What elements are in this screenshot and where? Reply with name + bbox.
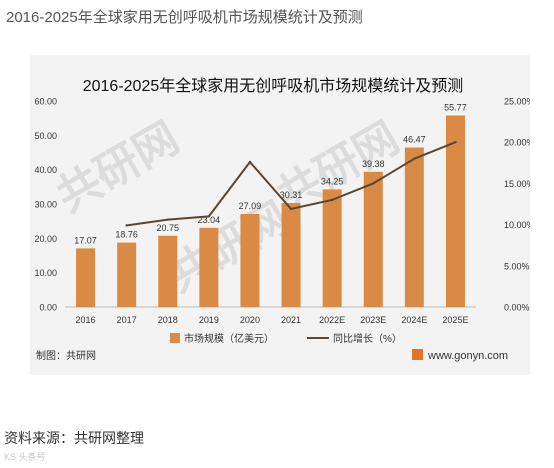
bar-2023E: [363, 171, 383, 307]
y-right-tick-label: 0.00%: [504, 303, 530, 313]
chart-title: 2016-2025年全球家用无创呼吸机市场规模统计及预测: [83, 77, 464, 95]
bar-value-label: 34.25: [321, 176, 344, 186]
bar-value-label: 55.77: [444, 103, 467, 113]
y-left-tick-label: 50.00: [34, 131, 57, 141]
x-tick-label: 2024E: [401, 315, 427, 325]
y-left-tick-label: 40.00: [34, 165, 57, 175]
bar-2017: [117, 242, 137, 307]
growth-point-2018: [166, 218, 169, 221]
y-left-tick-label: 0.00: [39, 303, 57, 313]
growth-point-2019: [207, 215, 211, 218]
x-tick-label: 2025E: [442, 315, 468, 325]
y-left-tick-label: 10.00: [34, 268, 57, 278]
y-right-tick-label: 25.00%: [504, 97, 530, 107]
y-left-tick-label: 30.00: [34, 200, 57, 210]
source-note: 资料来源：共研网整理: [4, 430, 144, 446]
bar-2016: [76, 248, 96, 307]
x-tick-label: 2019: [199, 315, 219, 325]
growth-point-2021: [289, 207, 293, 211]
x-tick-label: 2023E: [360, 315, 386, 325]
bar-2022E: [322, 189, 342, 307]
bar-value-label: 46.47: [403, 134, 426, 144]
y-right-tick-label: 10.00%: [504, 220, 530, 230]
growth-point-2025E: [454, 141, 457, 144]
growth-point-2020: [248, 160, 252, 164]
chart-credit: 制图：共研网: [36, 349, 96, 362]
x-tick-label: 2021: [281, 315, 301, 325]
legend-bar-swatch: [170, 333, 180, 343]
growth-point-2017: [125, 224, 128, 227]
watermark-text-0: 共研网: [48, 113, 187, 221]
site-logo-icon: [412, 349, 423, 360]
bar-value-label: 18.76: [115, 230, 138, 240]
y-left-tick-label: 60.00: [34, 97, 57, 107]
bar-2025E: [445, 115, 465, 307]
bar-value-label: 30.31: [280, 190, 303, 200]
y-left-tick-label: 20.00: [34, 234, 57, 244]
x-tick-label: 2022E: [319, 315, 345, 325]
bar-2024E: [404, 147, 424, 307]
chart-svg: 共研网 共研网共研网2016-2025年全球家用无创呼吸机市场规模统计及预测0.0…: [34, 77, 530, 362]
bar-value-label: 39.38: [362, 159, 385, 169]
site-url: www.gonyn.com: [427, 350, 508, 362]
x-tick-label: 2018: [158, 315, 178, 325]
bar-2020: [240, 213, 260, 307]
page-title: 2016-2025年全球家用无创呼吸机市场规模统计及预测: [6, 9, 363, 26]
bar-value-label: 20.75: [156, 223, 179, 233]
bar-2019: [199, 227, 219, 307]
x-tick-label: 2016: [76, 315, 96, 325]
x-tick-label: 2017: [117, 315, 137, 325]
bar-value-label: 23.04: [198, 215, 221, 225]
growth-point-2023E: [372, 182, 375, 185]
y-right-tick-label: 20.00%: [504, 138, 530, 148]
x-tick-label: 2020: [240, 315, 260, 325]
chart-figure: 共研网 共研网 共研网 2016-2025年全球家用无创呼吸机市场规模统计及预测 0.0…: [30, 55, 530, 375]
legend-line-label: 同比增长（%）: [333, 332, 402, 345]
bar-2021: [281, 202, 301, 307]
watermark-text-2: 共研网: [158, 193, 297, 301]
bar-value-label: 27.09: [239, 201, 262, 211]
bar-2018: [158, 235, 178, 307]
y-right-tick-label: 5.00%: [504, 261, 530, 271]
growth-point-2022E: [330, 198, 334, 202]
bar-value-label: 17.07: [74, 235, 97, 245]
footer-logo: KS 头条号: [4, 452, 46, 462]
legend-bar-label: 市场规模（亿美元）: [184, 332, 274, 345]
y-right-tick-label: 15.00%: [504, 179, 530, 189]
growth-point-2024E: [413, 157, 416, 160]
